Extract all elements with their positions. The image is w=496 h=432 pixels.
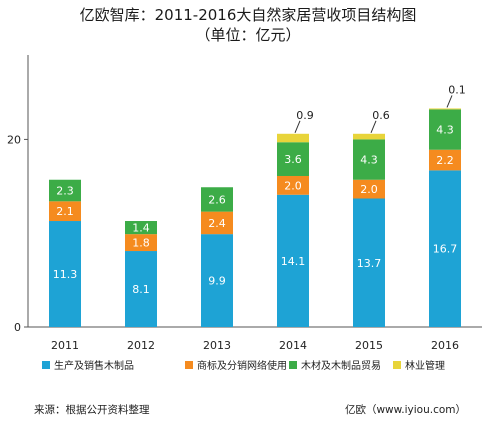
data-label: 0.1 xyxy=(448,83,466,96)
bar-segment xyxy=(201,234,233,327)
bar-segment xyxy=(49,179,81,202)
bar-segment xyxy=(353,198,385,327)
bar-segment xyxy=(429,109,461,150)
legend-label: 商标及分销网络使用 xyxy=(197,359,287,372)
bar-segment xyxy=(277,142,309,176)
data-label: 11.3 xyxy=(53,268,78,281)
chart-subtitle: （单位：亿元） xyxy=(195,26,300,44)
data-label: 13.7 xyxy=(357,257,382,270)
bar-segment xyxy=(125,234,157,252)
legend-label: 生产及销售木制品 xyxy=(54,359,134,372)
legend: 生产及销售木制品 商标及分销网络使用 木材及木制品贸易 林业管理 xyxy=(42,359,445,372)
leader-line xyxy=(294,120,301,133)
y-tick-label: 20 xyxy=(7,133,21,146)
legend-swatch xyxy=(393,361,401,369)
data-label: 2.2 xyxy=(436,154,454,167)
bar-segment xyxy=(353,139,385,180)
bar-segment xyxy=(429,149,461,171)
bar-segment xyxy=(201,211,233,235)
bar-segment xyxy=(125,251,157,327)
bar-segment xyxy=(353,179,385,199)
bar-segment xyxy=(49,221,81,327)
data-label: 0.9 xyxy=(296,109,314,122)
x-tick-label: 2015 xyxy=(355,339,383,352)
data-label: 16.7 xyxy=(433,243,458,256)
x-tick-label: 2011 xyxy=(51,339,79,352)
data-label: 0.6 xyxy=(372,109,390,122)
source-note: 来源：根据公开资料整理 xyxy=(34,403,150,416)
bar-segment xyxy=(429,108,461,110)
legend-label: 木材及木制品贸易 xyxy=(301,359,381,372)
bar-segment xyxy=(277,194,309,327)
data-label: 8.1 xyxy=(132,283,150,296)
bar-segment xyxy=(429,170,461,327)
data-label: 1.4 xyxy=(132,222,150,235)
data-label: 4.3 xyxy=(436,124,454,137)
legend-label: 林业管理 xyxy=(405,359,445,372)
data-label: 3.6 xyxy=(284,153,302,166)
legend-swatch xyxy=(42,361,50,369)
x-tick-label: 2013 xyxy=(203,339,231,352)
data-label: 4.3 xyxy=(360,154,378,167)
legend-swatch xyxy=(185,361,193,369)
x-tick-label: 2014 xyxy=(279,339,307,352)
bar-segment xyxy=(201,187,233,212)
bar-segment xyxy=(353,133,385,140)
bars: 11.3 2.1 2.3 2011 8.1 1.8 1.4 2012 9.9 2.4 2.6 2013… xyxy=(49,83,466,352)
credit-note: 亿欧（www.iyiou.com） xyxy=(345,403,466,416)
data-label: 2.6 xyxy=(208,193,226,206)
data-label: 2.4 xyxy=(208,217,226,230)
data-label: 9.9 xyxy=(208,275,226,288)
data-label: 1.8 xyxy=(132,237,150,250)
data-label: 2.0 xyxy=(284,179,302,192)
bar-segment xyxy=(49,201,81,222)
bar-segment xyxy=(125,221,157,235)
bar-segment xyxy=(277,175,309,195)
leader-line xyxy=(446,95,453,108)
y-tick-label: 0 xyxy=(14,321,21,334)
data-label: 14.1 xyxy=(281,255,306,268)
chart-title: 亿欧智库：2011-2016大自然家居营收项目结构图 xyxy=(80,6,417,24)
x-tick-label: 2012 xyxy=(127,339,155,352)
legend-swatch xyxy=(289,361,297,369)
data-label: 2.1 xyxy=(56,205,74,218)
bar-segment xyxy=(277,133,309,143)
x-tick-label: 2016 xyxy=(431,339,459,352)
data-label: 2.0 xyxy=(360,183,378,196)
data-label: 2.3 xyxy=(56,185,74,198)
leader-line xyxy=(370,120,377,133)
axes: 0 20 xyxy=(7,55,482,334)
